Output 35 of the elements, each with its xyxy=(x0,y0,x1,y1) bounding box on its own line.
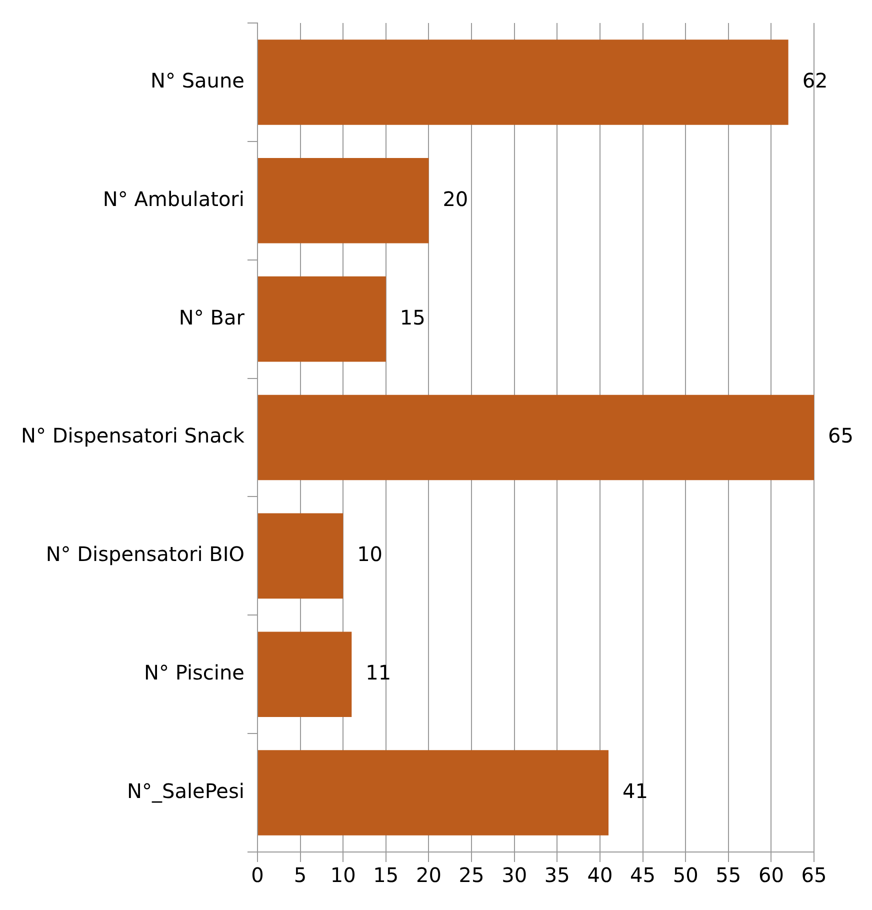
x-tick-label: 55 xyxy=(716,863,742,888)
x-tick-label: 60 xyxy=(758,863,784,888)
x-tick-label: 50 xyxy=(672,863,698,888)
bar xyxy=(258,750,609,836)
y-tick-label: N° Piscine xyxy=(144,660,244,685)
x-tick-label: 35 xyxy=(544,863,570,888)
x-tick-label: 40 xyxy=(587,863,613,888)
x-tick-label: 5 xyxy=(294,863,307,888)
data-label: 65 xyxy=(828,424,854,448)
x-tick-label: 65 xyxy=(801,863,827,888)
bar xyxy=(258,40,788,125)
data-label: 20 xyxy=(442,186,468,211)
data-label: 10 xyxy=(357,542,383,566)
y-tick-label: N° Bar xyxy=(178,305,246,330)
data-label: 41 xyxy=(622,778,648,803)
bar xyxy=(258,632,352,717)
bar xyxy=(258,276,386,362)
y-tick-label: N° Ambulatori xyxy=(102,186,244,211)
x-tick-label: 20 xyxy=(416,863,442,888)
data-label: 11 xyxy=(366,660,392,685)
y-tick-label: N° Dispensatori BIO xyxy=(46,542,244,566)
y-tick-label: N°_SalePesi xyxy=(127,778,244,803)
data-label: 62 xyxy=(802,68,828,92)
bar xyxy=(258,158,429,244)
bar xyxy=(258,513,344,599)
x-tick-label: 25 xyxy=(458,863,484,888)
bar xyxy=(258,394,814,480)
y-tick-label: N° Saune xyxy=(150,68,244,92)
x-tick-label: 45 xyxy=(630,863,656,888)
x-tick-label: 30 xyxy=(502,863,528,888)
x-tick-label: 15 xyxy=(373,863,399,888)
y-tick-label: N° Dispensatori Snack xyxy=(21,424,245,448)
data-label: 15 xyxy=(400,305,426,330)
x-tick-label: 10 xyxy=(330,863,356,888)
x-tick-label: 0 xyxy=(251,863,264,888)
